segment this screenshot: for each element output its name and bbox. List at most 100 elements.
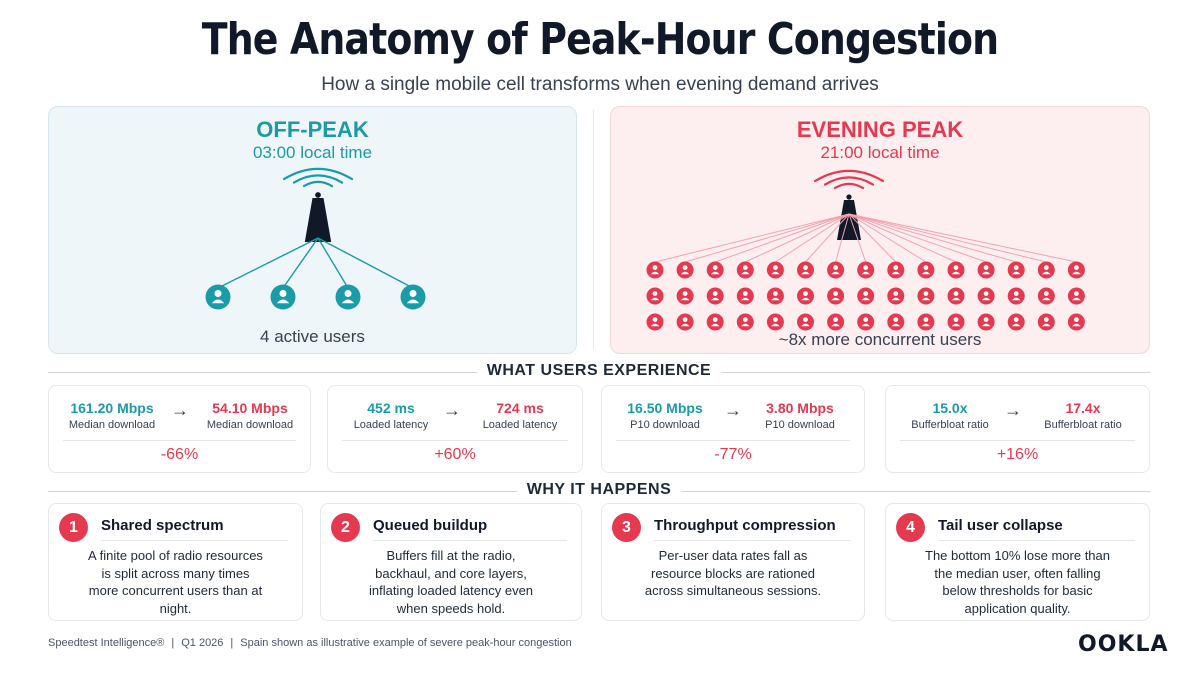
off-peak-time: 03:00 local time (252, 143, 373, 162)
user-icon-head (742, 265, 748, 270)
user-icon-body (1011, 323, 1021, 327)
user-icon-body (650, 271, 660, 275)
user-icon (706, 261, 724, 279)
metric-before-value: 161.20 Mbps (70, 400, 154, 416)
user-icon-body (861, 297, 870, 301)
off-peak-caption: 4 active users (260, 327, 365, 346)
user-icon-bg (917, 313, 935, 331)
step-number-badge: 4 (896, 513, 925, 542)
connection-line (654, 213, 850, 263)
user-icon (947, 313, 965, 331)
user-icon-bg (736, 261, 754, 279)
user-icon-body (741, 271, 750, 275)
user-icon-body (680, 271, 690, 275)
user-icon-body (1072, 323, 1081, 327)
user-icon-body (891, 297, 901, 301)
metric-delta: -77% (714, 446, 752, 463)
signal-wave (813, 169, 885, 183)
user-icon-bg (887, 261, 905, 279)
user-icon-body (921, 323, 931, 327)
tower-body (304, 198, 332, 242)
user-icon-body (831, 323, 840, 327)
metric-after-label: P10 download (765, 419, 835, 431)
connection-line (848, 213, 1017, 263)
metric-before-value: 15.0x (932, 400, 968, 416)
user-icon-bg (887, 313, 905, 331)
user-icon-head (1043, 265, 1049, 270)
user-icon-body (1011, 271, 1021, 275)
evening-peak-panel: EVENING PEAK 21:00 local time ~8x more c… (610, 106, 1150, 354)
reason-title: Tail user collapse (938, 517, 1063, 534)
user-icon-body (891, 271, 901, 275)
user-icon-head (712, 265, 718, 270)
user-icon-head (863, 265, 869, 270)
user-icon-body (981, 323, 991, 327)
user-icon-head (1013, 291, 1019, 296)
page-title: The Anatomy of Peak-Hour Congestion (201, 14, 999, 65)
user-icon-bg (797, 313, 814, 331)
connection-line (317, 237, 414, 289)
user-icon-body (650, 323, 660, 327)
user-icon-bg (706, 261, 724, 279)
user-icon (766, 313, 784, 331)
user-icon-body (951, 271, 961, 275)
user-icon-body (650, 297, 660, 301)
user-icon (1037, 261, 1055, 279)
metric-after-value: 724 ms (496, 400, 544, 416)
user-icon-head (773, 291, 778, 296)
user-icon-body (710, 297, 720, 301)
user-icon-body (1042, 297, 1051, 301)
user-icon (736, 287, 754, 305)
connection-line (848, 213, 867, 263)
footer-source: Speedtest Intelligence® (48, 637, 165, 649)
user-icon-body (921, 297, 931, 301)
user-icon (1037, 313, 1055, 331)
user-icon (977, 261, 995, 279)
user-icon-bg (766, 313, 784, 331)
footer-separator: | (171, 637, 175, 649)
evening-peak-caption: ~8x more concurrent users (778, 330, 982, 349)
user-icon (947, 261, 965, 279)
reason-title: Throughput compression (654, 517, 836, 534)
step-number-badge: 1 (59, 513, 88, 542)
experience-heading-label: WHAT USERS EXPERIENCE (476, 362, 722, 379)
user-icon (827, 287, 845, 305)
user-icon-head (1013, 317, 1019, 322)
reason-title: Queued buildup (373, 517, 488, 534)
user-icon-head (652, 291, 658, 296)
user-icon-head (923, 265, 929, 270)
user-icon-head (742, 317, 748, 322)
user-icon-bg (646, 261, 664, 279)
reason-card-throughput-compression: 3 Throughput compression Per-user data r… (601, 503, 865, 621)
connection-line (715, 213, 850, 263)
connection-line (848, 213, 957, 263)
connection-line (848, 213, 987, 263)
user-icon-head (1013, 265, 1019, 270)
evening-peak-title: EVENING PEAK (796, 117, 964, 142)
user-icon-body (861, 271, 870, 275)
connection-line (805, 213, 850, 263)
reason-body: Per-user data rates fall as resource blo… (644, 548, 822, 598)
user-icon-body (801, 271, 810, 275)
user-icon (335, 284, 361, 310)
metric-before-value: 16.50 Mbps (627, 400, 703, 416)
user-icon-head (923, 317, 929, 322)
user-icon-head (803, 291, 808, 296)
user-icon (857, 261, 875, 279)
user-icon-head (1043, 317, 1049, 322)
user-icon-bg (827, 287, 845, 305)
user-icon-head (983, 291, 989, 296)
antenna-tip (846, 194, 852, 200)
user-icon-bg (1067, 313, 1085, 331)
user-icon-body (771, 271, 780, 275)
user-icon-body (1011, 297, 1021, 301)
arrow-right-icon: → (443, 400, 461, 420)
user-icon (400, 284, 426, 310)
user-icon-head (1074, 317, 1079, 322)
connection-line (775, 213, 850, 263)
user-icon (1007, 287, 1025, 305)
user-icon-body (406, 299, 420, 304)
metric-before-label: Median download (68, 419, 156, 431)
user-icon-bg (706, 287, 724, 305)
connection-line (745, 213, 850, 263)
